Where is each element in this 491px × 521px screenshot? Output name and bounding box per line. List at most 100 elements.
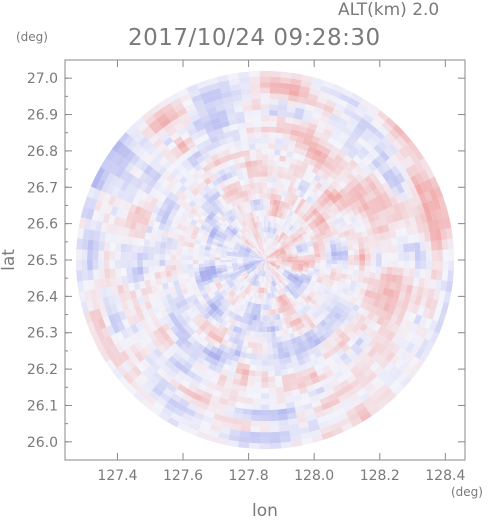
radar-cell — [147, 341, 158, 352]
radar-cell — [100, 286, 108, 298]
radar-cell — [285, 277, 291, 283]
radar-cell — [289, 383, 299, 391]
radar-cell — [176, 244, 183, 251]
y-tick-label: 26.3 — [27, 326, 58, 342]
radar-cell — [136, 214, 145, 224]
radar-cell — [272, 348, 279, 355]
radar-cell — [163, 121, 175, 133]
radar-cell — [364, 400, 378, 412]
radar-cell — [251, 279, 256, 286]
radar-cell — [269, 87, 281, 94]
radar-cell — [225, 277, 232, 282]
radar-cell — [445, 227, 453, 240]
radar-cell — [324, 411, 337, 421]
radar-cell — [411, 205, 420, 217]
radar-cell — [395, 372, 408, 385]
radar-cell — [402, 143, 414, 157]
radar-cell — [204, 217, 212, 224]
radar-cell — [269, 263, 274, 268]
radar-cell — [290, 314, 297, 321]
radar-cell — [217, 242, 224, 248]
radar-cell — [244, 195, 250, 202]
radar-cell — [381, 121, 394, 133]
radar-cell — [165, 293, 173, 302]
radar-cell — [129, 220, 138, 230]
radar-cell — [286, 290, 293, 297]
radar-cell — [261, 121, 270, 127]
radar-cell — [265, 254, 266, 260]
radar-cell — [392, 244, 399, 254]
radar-cell — [179, 379, 191, 389]
radar-cell — [262, 260, 265, 266]
radar-cell — [182, 245, 189, 252]
radar-cell — [359, 254, 366, 261]
radar-cell — [192, 118, 204, 128]
radar-cell — [302, 312, 310, 320]
radar-cell — [243, 274, 249, 279]
radar-cell — [269, 253, 274, 257]
radar-cell — [267, 159, 275, 166]
radar-cell — [206, 289, 214, 297]
radar-cell — [124, 346, 135, 359]
radar-cell — [275, 313, 281, 320]
radar-cell — [126, 259, 132, 268]
radar-cell — [289, 233, 296, 239]
radar-cell — [218, 426, 231, 435]
radar-cell — [250, 154, 257, 161]
radar-cell — [102, 192, 112, 204]
radar-cell — [265, 260, 271, 263]
radar-cell — [380, 273, 387, 282]
radar-cell — [265, 258, 271, 260]
radar-cell — [345, 234, 352, 242]
radar-cell — [314, 253, 321, 258]
radar-cell — [308, 232, 315, 239]
radar-cell — [278, 419, 289, 427]
radar-cell — [249, 149, 257, 156]
radar-cell — [290, 287, 296, 294]
radar-cell — [256, 309, 261, 316]
radar-cell — [167, 355, 178, 366]
y-unit-label: (deg) — [16, 30, 48, 44]
radar-cell — [279, 183, 286, 191]
radar-cell — [376, 316, 385, 327]
radar-cell — [105, 148, 118, 161]
radar-cell — [218, 303, 225, 311]
radar-cell — [268, 121, 278, 128]
radar-cell — [135, 221, 143, 231]
radar-cell — [329, 113, 341, 123]
radar-cell — [352, 270, 359, 277]
radar-cell — [259, 258, 265, 260]
radar-cell — [296, 233, 303, 240]
radar-cell — [238, 238, 244, 244]
radar-cell — [312, 217, 320, 225]
radar-cell — [268, 137, 277, 144]
radar-cell — [268, 251, 273, 256]
radar-cell — [198, 227, 206, 234]
radar-cell — [327, 118, 339, 128]
radar-cell — [265, 257, 270, 260]
radar-cell — [143, 334, 153, 345]
radar-cell — [371, 158, 382, 169]
radar-cell — [320, 253, 327, 258]
radar-cell — [318, 138, 328, 148]
radar-cell — [237, 385, 247, 393]
radar-cell — [405, 166, 416, 179]
radar-cell — [142, 200, 151, 211]
radar-cell — [414, 214, 423, 226]
radar-cell — [252, 285, 257, 292]
radar-cell — [95, 220, 103, 232]
radar-cell — [358, 160, 368, 171]
radar-cell — [247, 442, 260, 449]
radar-cell — [115, 233, 123, 244]
radar-cell — [376, 286, 385, 296]
radar-cell — [232, 237, 239, 242]
radar-cell — [263, 204, 267, 210]
radar-cell — [322, 289, 330, 296]
radar-cell — [243, 241, 249, 246]
radar-cell — [374, 292, 383, 302]
radar-cell — [266, 282, 269, 288]
radar-cell — [260, 256, 265, 260]
radar-cell — [274, 370, 282, 377]
radar-cell — [316, 223, 324, 231]
radar-cell — [308, 122, 319, 131]
